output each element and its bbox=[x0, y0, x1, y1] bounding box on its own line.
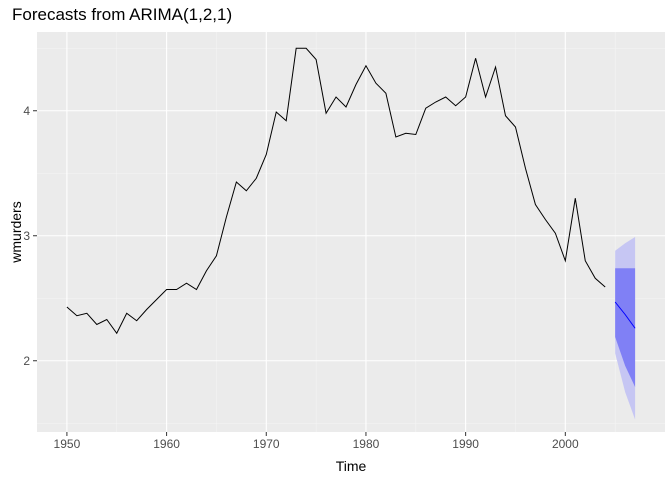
y-tick-label: 3 bbox=[23, 229, 30, 243]
x-tick-label: 1960 bbox=[153, 437, 180, 451]
y-tick-label: 2 bbox=[23, 354, 30, 368]
x-tick-label: 1970 bbox=[253, 437, 280, 451]
x-tick-label: 1950 bbox=[54, 437, 81, 451]
x-tick-label: 2000 bbox=[552, 437, 579, 451]
series-line bbox=[66, 47, 606, 335]
plot-panel bbox=[37, 32, 665, 432]
x-tick-label: 1990 bbox=[452, 437, 479, 451]
chart-title: Forecasts from ARIMA(1,2,1) bbox=[12, 5, 233, 24]
x-axis-title: Time bbox=[336, 458, 367, 474]
forecast-band-80 bbox=[615, 268, 636, 387]
x-tick-label: 1980 bbox=[353, 437, 380, 451]
y-tick-label: 4 bbox=[23, 104, 30, 118]
forecast-mean-line bbox=[614, 301, 636, 329]
y-axis-title: wmurders bbox=[8, 201, 24, 263]
